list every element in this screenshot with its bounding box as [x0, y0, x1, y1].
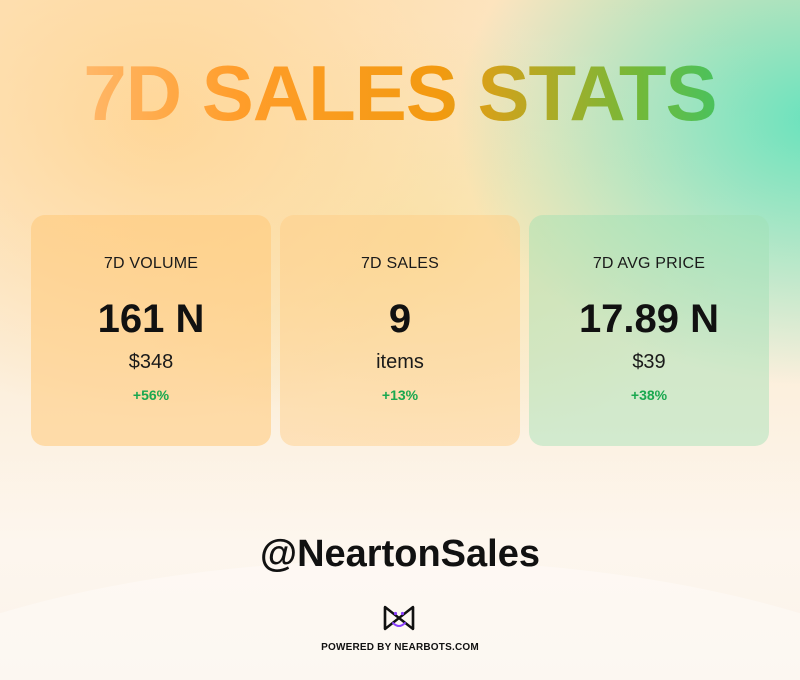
stat-card-avg-price: 7D AVG PRICE 17.89 N $39 +38%	[529, 215, 769, 446]
stat-value: 9	[388, 297, 412, 341]
stat-sub: items	[376, 351, 424, 373]
stat-change: +13%	[381, 387, 419, 403]
stat-label: 7D VOLUME	[103, 255, 199, 272]
stat-change: +56%	[132, 387, 170, 403]
page-title: 7D SALES STATS	[0, 50, 800, 136]
stat-sub: $348	[128, 351, 174, 373]
stat-change: +38%	[630, 387, 668, 403]
stat-card-volume: 7D VOLUME 161 N $348 +56%	[31, 215, 271, 446]
stat-value: 161 N	[97, 297, 205, 341]
stat-sub: $39	[632, 351, 666, 373]
nearbots-logo-icon	[383, 605, 415, 631]
stat-label: 7D AVG PRICE	[592, 255, 706, 272]
powered-by-text: POWERED BY NEARBOTS.COM	[321, 642, 479, 653]
stat-value: 17.89 N	[578, 297, 720, 341]
account-handle: @NeartonSales	[260, 533, 540, 575]
stat-card-sales: 7D SALES 9 items +13%	[280, 215, 520, 446]
stat-label: 7D SALES	[360, 255, 440, 272]
stats-cards: 7D VOLUME 161 N $348 +56% 7D SALES 9 ite…	[31, 215, 769, 446]
